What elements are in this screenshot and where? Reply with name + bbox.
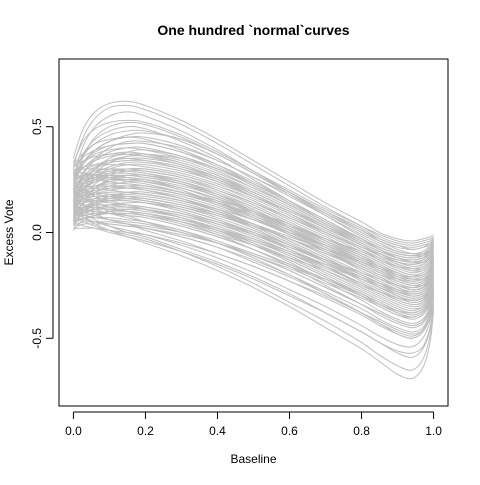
x-tick-label: 0.2 xyxy=(137,424,154,438)
curve-line-13 xyxy=(72,159,435,270)
curve-line-12 xyxy=(72,155,435,265)
curve-line-86 xyxy=(73,172,435,284)
curve-line-94 xyxy=(73,174,435,280)
curve-line-78 xyxy=(73,167,435,274)
y-tick-label: 0.5 xyxy=(30,118,44,135)
curve-line-11 xyxy=(73,153,435,264)
y-axis: -0.5 0.0 0.5 xyxy=(30,118,54,349)
curve-line-60 xyxy=(72,126,435,257)
curve-line-46 xyxy=(73,200,435,358)
x-tick-label: 1.0 xyxy=(425,424,442,438)
x-tick-label: 0.8 xyxy=(353,424,370,438)
curve-line-93 xyxy=(73,153,435,265)
curves-group xyxy=(72,100,435,380)
curve-line-49 xyxy=(73,223,435,316)
x-axis-label: Baseline xyxy=(230,452,276,466)
curve-line-65 xyxy=(73,223,435,354)
chart-title: One hundred `normal`curves xyxy=(157,22,349,38)
y-tick-label: 0.0 xyxy=(30,224,44,241)
curve-line-2 xyxy=(72,104,434,246)
curve-line-47 xyxy=(73,217,435,371)
curve-line-99 xyxy=(73,193,435,306)
x-tick-label: 0.0 xyxy=(65,424,82,438)
curve-line-79 xyxy=(73,221,435,327)
curve-line-36 xyxy=(73,191,435,301)
curve-line-4 xyxy=(72,119,434,244)
curve-line-100 xyxy=(73,184,435,293)
curve-line-89 xyxy=(72,132,435,255)
curve-line-63 xyxy=(73,208,435,310)
curve-line-98 xyxy=(73,193,435,301)
curve-line-27 xyxy=(73,189,435,287)
curve-line-77 xyxy=(73,185,435,291)
curve-line-59 xyxy=(72,153,435,263)
curve-line-87 xyxy=(73,206,435,320)
y-tick-label: -0.5 xyxy=(30,328,44,349)
x-axis: 0.0 0.2 0.4 0.6 0.8 1.0 xyxy=(65,411,442,438)
curve-line-101 xyxy=(73,168,435,282)
curve-line-92 xyxy=(73,208,435,329)
curve-line-102 xyxy=(73,217,435,337)
x-tick-label: 0.6 xyxy=(281,424,298,438)
curve-line-91 xyxy=(73,179,435,289)
curve-line-85 xyxy=(73,195,435,303)
y-axis-label: Excess Vote xyxy=(2,199,16,265)
x-tick-label: 0.4 xyxy=(209,424,226,438)
curve-line-83 xyxy=(72,151,435,263)
curve-line-54 xyxy=(73,170,435,263)
curve-line-37 xyxy=(73,206,435,316)
curve-line-1 xyxy=(72,100,434,242)
curve-line-80 xyxy=(73,142,435,259)
plot-frame xyxy=(58,58,449,407)
curve-line-95 xyxy=(73,204,435,324)
curve-line-24 xyxy=(73,183,435,281)
